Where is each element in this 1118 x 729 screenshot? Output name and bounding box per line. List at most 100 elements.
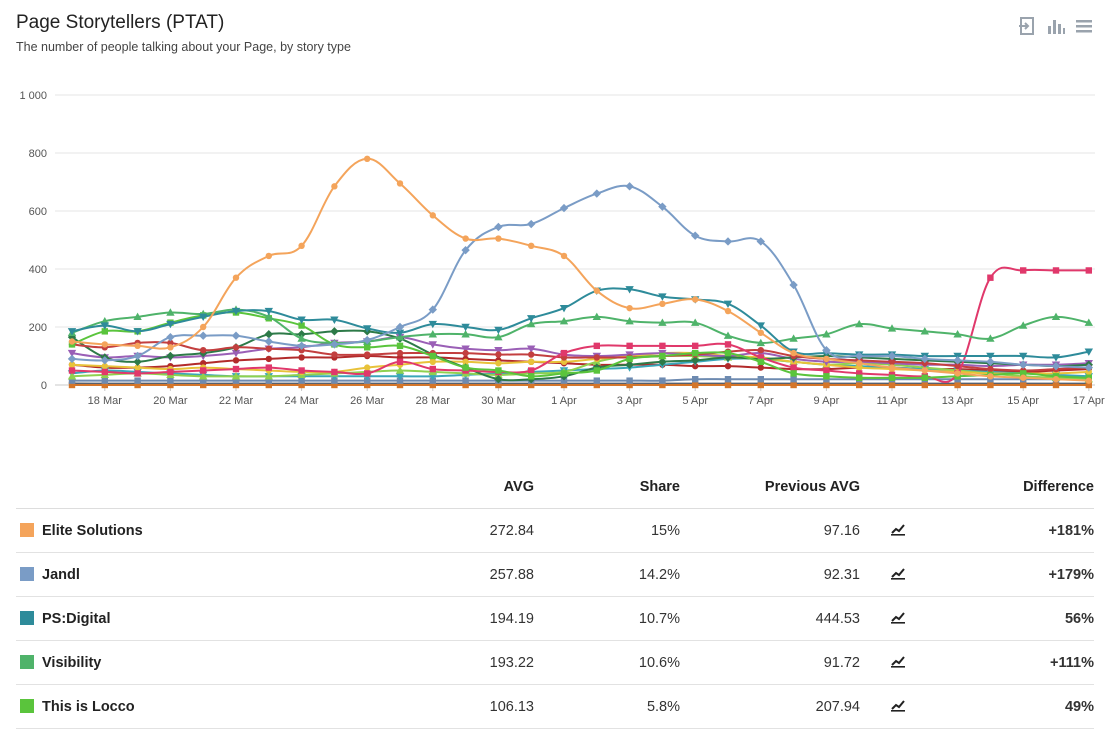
data-point [102, 341, 108, 347]
x-tick-label: 28 Mar [416, 395, 451, 407]
data-point [889, 364, 895, 370]
data-point [102, 377, 108, 383]
header-name [16, 466, 376, 509]
data-point [626, 343, 632, 349]
data-point [364, 344, 370, 350]
data-point [758, 376, 764, 382]
data-point [922, 375, 928, 381]
data-point [594, 288, 600, 294]
data-point [1020, 375, 1026, 381]
y-tick-label: 400 [29, 264, 47, 276]
data-point [528, 243, 534, 249]
data-point [561, 350, 567, 356]
table-row[interactable]: Elite Solutions 272.84 15% 97.16 +181% [16, 509, 1094, 553]
header-difference: Difference [936, 466, 1094, 509]
page-title: Page Storytellers (PTAT) [16, 12, 351, 34]
data-point [430, 366, 436, 372]
data-point [528, 351, 534, 357]
x-tick-label: 1 Apr [551, 395, 577, 407]
data-point [692, 382, 698, 388]
data-point [233, 344, 239, 350]
data-point [889, 375, 895, 381]
data-point [758, 347, 764, 353]
data-point [790, 350, 796, 356]
data-point [789, 281, 797, 289]
data-point [167, 369, 173, 375]
data-point [397, 359, 403, 365]
table-row[interactable]: PS:Digital 194.19 10.7% 444.53 56% [16, 597, 1094, 641]
data-point [330, 327, 338, 335]
legend-swatch [20, 567, 34, 581]
data-point [200, 324, 206, 330]
data-point [659, 353, 665, 359]
row-difference: +111% [936, 641, 1094, 685]
data-point [790, 376, 796, 382]
data-point [462, 235, 468, 241]
trend-icon[interactable] [860, 641, 936, 685]
series-line [72, 310, 1089, 344]
export-icon[interactable] [1018, 16, 1038, 36]
header-avg: AVG [376, 466, 534, 509]
data-point [102, 369, 108, 375]
data-point [987, 373, 993, 379]
data-point [692, 343, 698, 349]
data-point [397, 180, 403, 186]
data-point [1053, 376, 1059, 382]
row-prev-avg: 91.72 [680, 641, 860, 685]
trend-icon[interactable] [860, 553, 936, 597]
y-tick-label: 600 [29, 206, 47, 218]
x-tick-label: 11 Apr [877, 395, 908, 407]
x-tick-label: 17 Apr [1073, 395, 1105, 407]
data-point [134, 370, 140, 376]
data-point [659, 301, 665, 307]
menu-icon[interactable] [1074, 16, 1094, 36]
trend-icon[interactable] [860, 509, 936, 553]
row-avg: 193.22 [376, 641, 534, 685]
data-point [430, 359, 436, 365]
data-point [200, 367, 206, 373]
data-point [1053, 267, 1059, 273]
data-point [430, 212, 436, 218]
y-tick-label: 800 [29, 148, 47, 160]
row-share: 10.6% [534, 641, 680, 685]
data-point [199, 332, 207, 340]
data-point [625, 182, 633, 190]
data-point [725, 350, 731, 356]
data-point [659, 343, 665, 349]
x-tick-label: 15 Apr [1007, 395, 1039, 407]
legend-swatch [20, 699, 34, 713]
data-point [266, 364, 272, 370]
series-group [68, 305, 1093, 346]
data-point [233, 275, 239, 281]
trend-icon[interactable] [860, 597, 936, 641]
row-avg: 106.13 [376, 685, 534, 729]
data-point [856, 360, 862, 366]
table-row[interactable]: Jandl 257.88 14.2% 92.31 +179% [16, 553, 1094, 597]
x-tick-label: 5 Apr [682, 395, 708, 407]
row-name: Visibility [42, 655, 101, 671]
table-row[interactable]: This is Locco 106.13 5.8% 207.94 49% [16, 685, 1094, 729]
data-point [987, 382, 993, 388]
header-trend [860, 466, 936, 509]
data-point [266, 253, 272, 259]
data-point [561, 253, 567, 259]
bar-chart-icon[interactable] [1046, 16, 1066, 36]
row-name: This is Locco [42, 699, 135, 715]
data-point [297, 342, 305, 350]
data-point [856, 375, 862, 381]
data-point [659, 377, 665, 383]
trend-icon[interactable] [860, 685, 936, 729]
data-point [758, 364, 764, 370]
data-point [265, 337, 273, 345]
data-point [758, 330, 764, 336]
series-line [72, 186, 1089, 368]
data-point [298, 367, 304, 373]
x-tick-label: 20 Mar [153, 395, 188, 407]
table-row[interactable]: Visibility 193.22 10.6% 91.72 +111% [16, 641, 1094, 685]
data-point [462, 350, 468, 356]
row-name: PS:Digital [42, 611, 110, 627]
data-point [495, 351, 501, 357]
data-point [331, 369, 337, 375]
data-point [166, 333, 174, 341]
